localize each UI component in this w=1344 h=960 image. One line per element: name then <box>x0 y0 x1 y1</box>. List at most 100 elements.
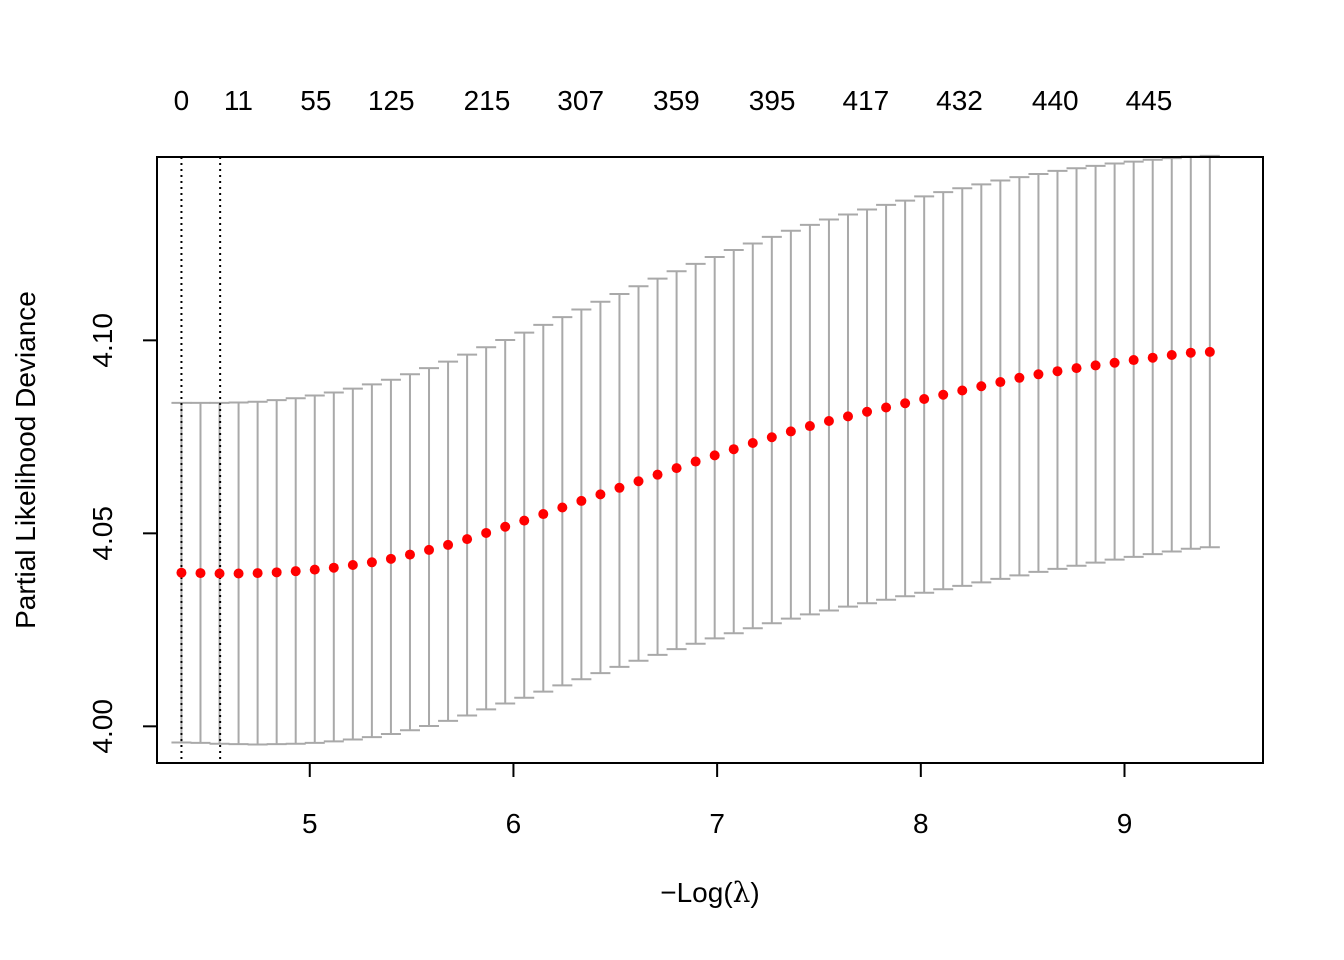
y-tick-label: 4.00 <box>87 699 118 754</box>
data-point <box>328 562 339 573</box>
y-tick-label: 4.05 <box>87 506 118 561</box>
top-axis-label: 432 <box>936 85 983 116</box>
error-bar <box>552 316 573 687</box>
error-bar <box>876 203 897 601</box>
data-point <box>804 421 815 432</box>
data-point <box>1109 357 1120 368</box>
x-tick-label: 6 <box>506 808 522 839</box>
data-point <box>823 416 834 427</box>
error-bar <box>818 218 839 612</box>
top-axis-label: 440 <box>1032 85 1079 116</box>
top-axis-label: 307 <box>557 85 604 116</box>
top-axis-label: 395 <box>749 85 796 116</box>
error-bar <box>571 308 592 681</box>
data-point <box>176 567 187 578</box>
top-axis-label: 445 <box>1126 85 1173 116</box>
top-axis-label: 0 <box>174 85 190 116</box>
error-bar <box>742 242 763 630</box>
data-point <box>728 444 739 455</box>
data-point <box>709 450 720 461</box>
data-point <box>347 559 358 570</box>
data-point <box>557 502 568 513</box>
data-point <box>1128 355 1139 366</box>
error-bars <box>171 154 1220 746</box>
data-point <box>309 564 320 575</box>
x-axis-title-symbol: λ <box>733 876 751 909</box>
data-point <box>1052 366 1063 377</box>
data-point <box>1090 360 1101 371</box>
error-bar <box>609 293 630 668</box>
data-point <box>919 394 930 405</box>
data-point <box>938 389 949 400</box>
data-point <box>366 557 377 568</box>
error-bar <box>799 223 820 616</box>
data-point <box>900 398 911 409</box>
data-point <box>976 381 987 392</box>
top-axis-label: 11 <box>224 85 253 116</box>
top-axis-label: 215 <box>464 85 511 116</box>
error-bar <box>647 277 668 656</box>
data-point <box>424 544 435 555</box>
y-tick-label: 4.10 <box>87 313 118 368</box>
x-axis-title: −Log(λ) <box>660 876 759 909</box>
data-point <box>785 426 796 437</box>
data-point <box>214 568 225 579</box>
error-bar <box>514 331 535 699</box>
data-point <box>1204 346 1215 357</box>
error-bar <box>628 285 649 662</box>
error-bar <box>666 270 687 651</box>
error-bar <box>761 235 782 625</box>
x-tick-label: 5 <box>302 808 318 839</box>
data-point <box>1033 369 1044 380</box>
data-point <box>233 568 244 579</box>
data-points <box>176 346 1215 579</box>
data-point <box>271 567 282 578</box>
data-point <box>690 456 701 467</box>
data-point <box>500 521 511 532</box>
data-point <box>195 568 206 579</box>
x-axis: 5 6 7 8 9 <box>302 763 1132 839</box>
top-axis-label: 359 <box>653 85 700 116</box>
top-axis-label: 125 <box>368 85 415 116</box>
error-bar <box>590 300 611 675</box>
data-point <box>595 489 606 500</box>
error-bar <box>780 229 801 620</box>
plot-frame <box>156 156 1264 764</box>
top-axis-labels: 0 11 55 125 215 307 359 395 417 432 440 445 <box>174 85 1173 116</box>
data-point <box>462 534 473 545</box>
data-point <box>652 469 663 480</box>
error-bar <box>704 255 725 640</box>
data-point <box>385 553 396 564</box>
error-bar <box>533 323 554 693</box>
data-point <box>576 495 587 506</box>
x-axis-title-main: Log( <box>677 877 734 908</box>
data-point <box>881 402 892 413</box>
error-bar <box>723 249 744 635</box>
data-point <box>671 463 682 474</box>
top-axis-label: 55 <box>300 85 331 116</box>
data-point <box>481 527 492 538</box>
data-point <box>766 432 777 443</box>
x-tick-label: 7 <box>709 808 725 839</box>
data-point <box>633 476 644 487</box>
data-point <box>862 406 873 417</box>
data-point <box>538 509 549 520</box>
data-point <box>747 438 758 449</box>
data-point <box>1185 347 1196 358</box>
data-point <box>995 377 1006 388</box>
x-axis-title-prefix: − <box>660 877 676 908</box>
data-point <box>1071 363 1082 374</box>
y-axis: 4.00 4.05 4.10 <box>87 313 157 754</box>
data-point <box>957 385 968 396</box>
x-tick-label: 9 <box>1117 808 1133 839</box>
x-tick-label: 8 <box>913 808 929 839</box>
error-bar <box>685 262 706 645</box>
data-point <box>1014 372 1025 383</box>
x-axis-title-close: ) <box>750 877 759 908</box>
top-axis-label: 417 <box>842 85 889 116</box>
data-point <box>1147 352 1158 363</box>
data-point <box>842 411 853 422</box>
data-point <box>443 539 454 550</box>
data-point <box>252 568 263 579</box>
